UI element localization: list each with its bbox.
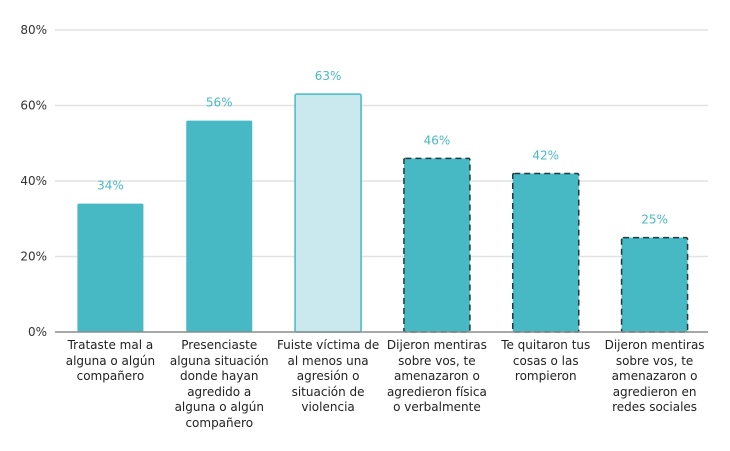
x-tick-label-line: al menos una [287,353,369,368]
x-tick-label-line: alguna o algún [174,400,264,414]
x-tick-label-line: compañero [76,369,145,383]
data-label: 25% [641,213,668,227]
x-tick-label-line: donde hayan [180,369,259,383]
y-tick-label: 20% [20,250,47,264]
data-labels: 34% 56% 63% 46% 42% 25% [97,69,668,226]
x-tick-label-line: agredido a [187,384,252,399]
x-tick-label-line: alguna o algún [65,353,156,368]
x-tick-label-line: Fuiste víctima de [276,338,380,352]
y-tick-label: 60% [20,99,47,113]
x-tick-label-line: compañero [185,415,254,430]
bar [77,203,144,332]
x-tick-label-line: Trataste mal a [67,338,154,352]
x-tick-label-line: rompieron [514,369,577,383]
x-tick-label-line: agresión o [296,369,360,383]
x-tick-label-line: cosas o las [512,353,579,368]
data-label: 42% [532,148,559,162]
bar [294,93,362,333]
x-tick-label: Te quitaron tus cosas o las rompieron [494,338,598,385]
data-label: 56% [206,96,233,110]
data-label: 46% [424,133,451,147]
y-tick-label: 0% [28,325,47,339]
bars [77,93,689,333]
x-tick-label-line: redes sociales [612,400,698,414]
x-tick-label-line: Te quitaron tus [501,338,591,352]
x-tick-label: Presenciaste alguna situación donde hayan a… [167,338,271,431]
y-tick-label: 80% [20,23,47,37]
x-tick-label-line: alguna situación [169,353,269,368]
gridlines [55,29,708,258]
x-tick-label-line: sobre vos, te [398,353,476,368]
x-tick-label-line: agredieron física [386,384,487,399]
bar [512,172,580,333]
x-tick-label-line: o verbalmente [393,400,481,414]
x-tick-label-line: sobre vos, te [615,353,694,368]
bar [403,157,471,333]
data-label: 63% [315,69,342,83]
x-tick-label-line: amenazaron o [394,369,480,383]
x-tick-label-line: agredieron en [612,384,697,399]
x-tick-label: Trataste mal a alguna o algún compañero [58,338,162,385]
y-tick-label: 40% [20,174,47,188]
bar [620,236,689,333]
data-label: 34% [97,179,124,193]
bar [186,120,253,332]
y-axis-ticks: 0% 20% 40% 60% 80% [20,23,47,339]
x-tick-label-line: situación de [291,384,365,399]
x-tick-label-line: violencia [301,400,355,414]
x-tick-label-line: Dijeron mentiras [604,338,705,352]
x-tick-label: Dijeron mentiras sobre vos, te amenazaron … [385,338,489,416]
x-tick-label-line: amenazaron o [611,369,698,383]
x-tick-label-line: Presenciaste [181,338,258,352]
x-tick-label: Dijeron mentiras sobre vos, te amenazaron … [603,338,707,416]
x-tick-label-line: Dijeron mentiras [386,338,487,352]
